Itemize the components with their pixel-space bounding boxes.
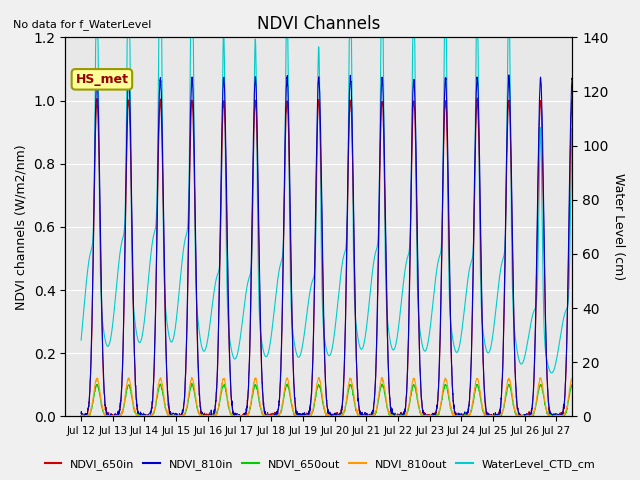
Legend: NDVI_650in, NDVI_810in, NDVI_650out, NDVI_810out, WaterLevel_CTD_cm: NDVI_650in, NDVI_810in, NDVI_650out, NDV…: [40, 455, 600, 474]
Y-axis label: Water Level (cm): Water Level (cm): [612, 173, 625, 280]
Y-axis label: NDVI channels (W/m2/nm): NDVI channels (W/m2/nm): [15, 144, 28, 310]
Text: HS_met: HS_met: [76, 73, 129, 86]
Title: NDVI Channels: NDVI Channels: [257, 15, 380, 33]
Text: No data for f_WaterLevel: No data for f_WaterLevel: [13, 19, 151, 30]
